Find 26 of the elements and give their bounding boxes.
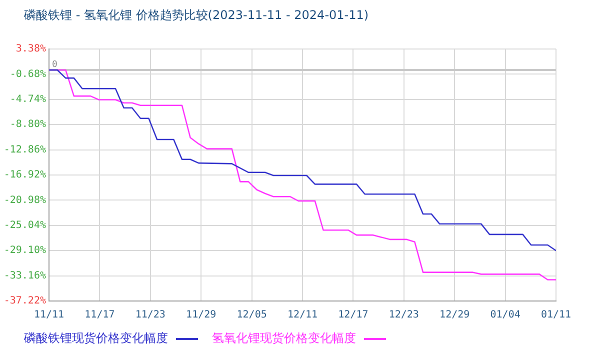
x-tick-label: 12/11 (287, 310, 318, 321)
legend-label: 氢氧化锂现货价格变化幅度 (212, 330, 356, 347)
y-tick-label: 3.38% (16, 44, 46, 55)
ref-line-label: 0 (52, 60, 58, 70)
x-tick-label: 12/23 (388, 310, 419, 321)
x-tick-label: 11/11 (34, 310, 64, 321)
x-tick-label: 01/11 (540, 310, 572, 321)
y-tick-label: -20.98% (4, 194, 46, 206)
y-tick-label: -33.16% (4, 270, 46, 282)
y-tick-label: -4.74% (10, 94, 46, 105)
y-tick-label: -37.22% (4, 296, 46, 307)
legend-label: 磷酸铁锂现货价格变化幅度 (24, 330, 168, 347)
y-tick-label: -12.86% (4, 144, 46, 156)
chart-title: 磷酸铁锂 - 氢氧化锂 价格趋势比较(2023-11-11 - 2024-01-11) (24, 7, 369, 24)
x-tick-label: 11/29 (186, 310, 216, 321)
x-tick-label: 12/29 (440, 310, 470, 321)
x-tick-label: 12/05 (236, 310, 267, 321)
x-tick-label: 11/23 (135, 310, 166, 321)
y-tick-label: -8.80% (10, 119, 46, 130)
y-tick-label: -16.92% (4, 170, 46, 181)
x-tick-label: 01/04 (490, 310, 520, 321)
y-tick-label: -0.68% (10, 68, 46, 80)
y-tick-label: -25.04% (4, 220, 46, 231)
x-tick-label: 12/17 (338, 310, 368, 321)
y-tick-label: -29.10% (4, 245, 46, 256)
x-tick-label: 11/17 (84, 310, 115, 321)
